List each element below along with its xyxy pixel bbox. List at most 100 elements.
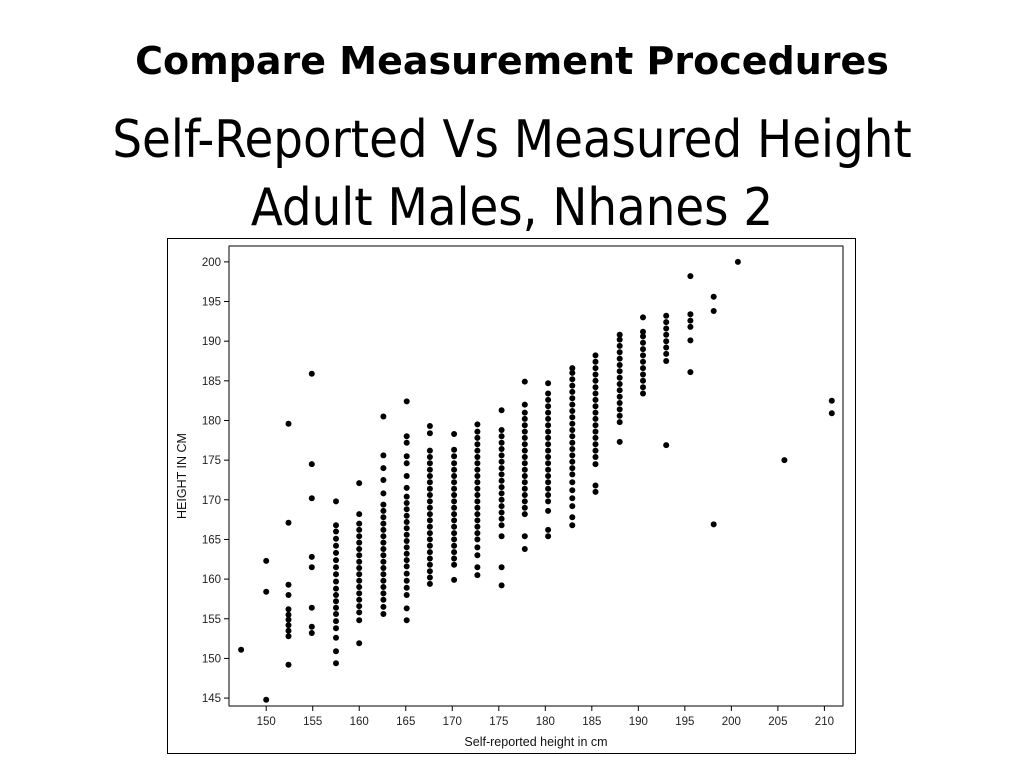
data-point	[498, 446, 505, 452]
data-point	[285, 420, 292, 427]
data-point	[569, 503, 576, 510]
data-point	[426, 517, 433, 524]
data-point	[474, 530, 481, 537]
data-point	[380, 552, 387, 559]
data-point	[403, 506, 410, 513]
data-point	[333, 564, 339, 571]
data-point	[380, 577, 387, 584]
data-point	[592, 482, 599, 489]
data-point	[451, 466, 458, 473]
data-point	[356, 480, 363, 487]
data-point	[545, 434, 552, 441]
data-point	[426, 542, 433, 549]
data-point	[687, 337, 694, 344]
data-point	[285, 622, 292, 629]
data-point	[356, 577, 363, 584]
data-point	[663, 350, 670, 357]
data-point	[426, 511, 433, 518]
data-point	[521, 409, 528, 416]
data-point	[545, 485, 552, 492]
data-point	[308, 495, 315, 502]
data-point	[451, 485, 458, 492]
data-point	[380, 526, 387, 533]
data-point	[569, 395, 576, 402]
data-point	[545, 507, 552, 514]
data-point	[828, 410, 835, 417]
data-point	[569, 446, 576, 452]
data-point	[333, 625, 339, 632]
data-point	[474, 536, 481, 543]
data-point	[616, 438, 623, 445]
data-point	[380, 584, 387, 590]
data-point	[687, 323, 694, 330]
data-point	[451, 555, 458, 562]
data-point	[498, 427, 505, 433]
data-point	[569, 452, 576, 459]
data-points	[238, 258, 835, 703]
data-point	[333, 557, 339, 564]
data-point	[308, 370, 315, 377]
x-tick-label: 190	[629, 716, 648, 728]
data-point	[380, 565, 387, 571]
data-point	[380, 514, 387, 521]
y-tick-label: 155	[202, 614, 221, 626]
x-tick-label: 200	[722, 716, 741, 728]
data-point	[663, 325, 670, 332]
data-point	[403, 500, 410, 506]
data-point	[333, 542, 339, 549]
data-point	[545, 533, 552, 540]
data-point	[569, 365, 576, 372]
data-point	[498, 564, 505, 571]
data-point	[403, 584, 410, 591]
data-point	[451, 460, 458, 467]
data-point	[545, 526, 552, 533]
data-point	[285, 606, 292, 613]
data-point	[451, 453, 458, 460]
y-tick-label: 160	[202, 574, 221, 586]
data-point	[451, 549, 458, 556]
data-point	[356, 596, 363, 603]
data-point	[640, 377, 646, 384]
data-point	[545, 460, 552, 467]
data-point	[333, 648, 339, 655]
data-point	[451, 561, 458, 568]
data-point	[616, 336, 623, 343]
data-point	[569, 376, 576, 383]
data-point	[545, 492, 552, 498]
data-point	[498, 522, 505, 529]
data-point	[474, 441, 481, 448]
data-point	[426, 466, 433, 473]
data-point	[592, 441, 599, 448]
data-point	[521, 479, 528, 486]
y-tick-label: 200	[202, 257, 221, 269]
data-point	[474, 434, 481, 441]
data-point	[356, 603, 363, 610]
data-point	[333, 498, 339, 505]
data-point	[521, 454, 528, 460]
data-point	[403, 493, 410, 500]
data-point	[356, 640, 363, 647]
data-point	[380, 590, 387, 597]
data-point	[333, 598, 339, 605]
data-point	[545, 454, 552, 460]
data-point	[380, 507, 387, 514]
data-point	[545, 441, 552, 448]
data-point	[663, 331, 670, 338]
y-tick-label: 150	[202, 653, 221, 665]
data-point	[356, 520, 363, 527]
data-point	[426, 504, 433, 511]
data-point	[569, 382, 576, 389]
data-point	[592, 371, 599, 378]
data-point	[569, 487, 576, 494]
data-point	[521, 428, 528, 435]
data-point	[663, 319, 670, 326]
data-point	[663, 442, 670, 449]
data-point	[828, 397, 835, 404]
data-point	[616, 412, 623, 419]
data-point	[333, 660, 339, 667]
data-point	[426, 523, 433, 530]
data-point	[426, 561, 433, 568]
data-point	[640, 371, 646, 378]
x-axis: 150 155 160 165 170 175 180 185 190 195 200 205 210	[257, 706, 834, 728]
data-point	[403, 512, 410, 519]
